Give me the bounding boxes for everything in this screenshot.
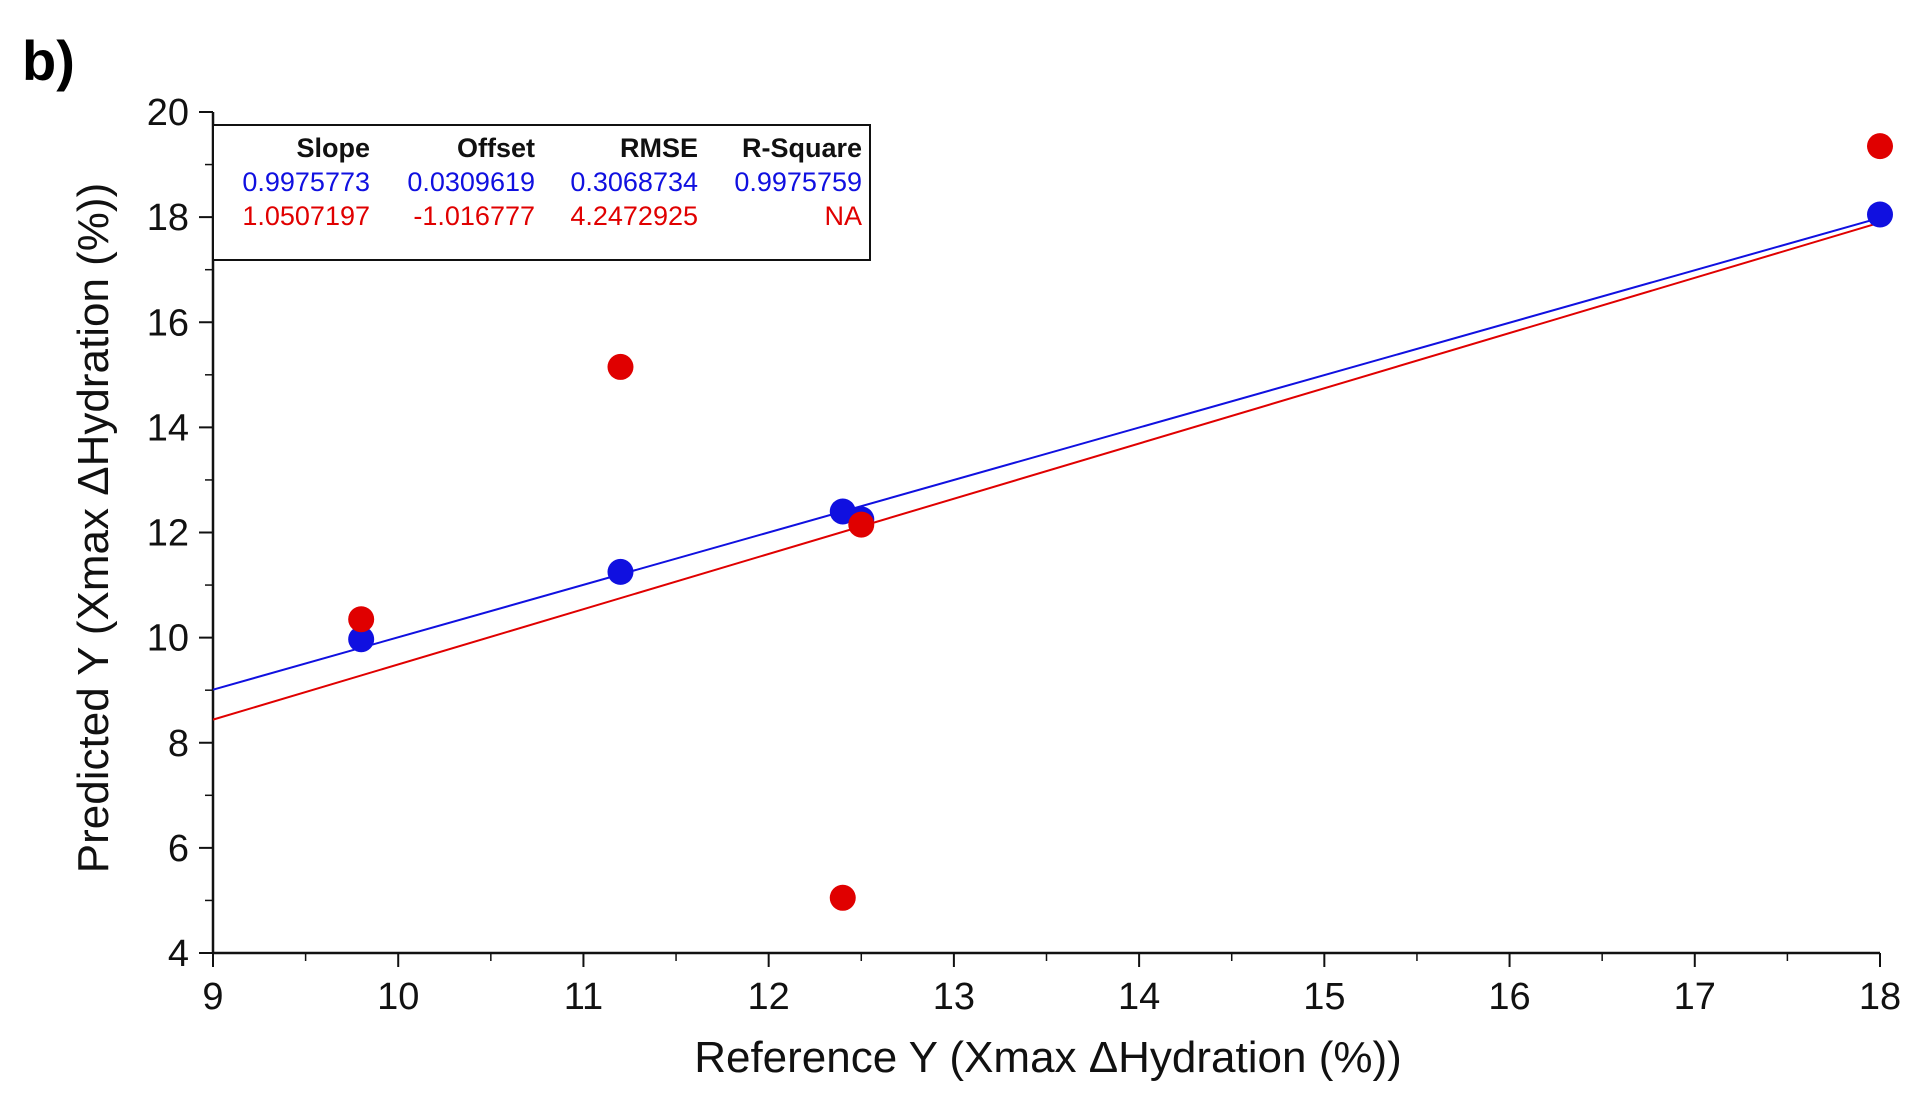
blue-data-point (607, 558, 634, 585)
x-tick-label: 18 (1859, 976, 1901, 1018)
blue-data-point (1867, 201, 1893, 228)
x-tick-label: 14 (1118, 976, 1160, 1018)
legend-blue-slope: 0.9975773 (242, 167, 370, 197)
fit-lines (212, 216, 1881, 721)
x-axis-title: Reference Y (Xmax ΔHydration (%)) (694, 1033, 1402, 1082)
legend-blue-offset: 0.0309619 (407, 167, 535, 197)
legend-red-slope: 1.0507197 (242, 201, 370, 231)
y-tick-label: 4 (168, 933, 189, 975)
red-data-point (607, 353, 634, 380)
y-tick-label: 18 (147, 197, 189, 239)
legend-red-offset: -1.016777 (413, 201, 535, 231)
x-tick-label: 13 (933, 976, 975, 1018)
legend-header-offset: Offset (457, 133, 535, 163)
red-data-point (1867, 133, 1893, 160)
y-axis-title: Predicted Y (Xmax ΔHydration (%)) (69, 183, 118, 873)
legend-box (212, 124, 871, 261)
blue-fit-line (212, 216, 1881, 691)
x-tick-label: 12 (748, 976, 790, 1018)
legend-red-rmse: 4.2472925 (570, 201, 698, 231)
axes: 9 10 11 12 13 14 15 16 17 18 4 6 8 10 12 14 16 18 20 (147, 92, 1901, 1018)
y-tick-label: 20 (147, 92, 189, 134)
data-points (348, 133, 1893, 911)
stats-legend: Slope Offset RMSE R-Square 0.9975773 0.0… (212, 124, 871, 261)
legend-header-rsquare: R-Square (742, 133, 862, 163)
panel-label: b) (22, 29, 75, 92)
legend-blue-rmse: 0.3068734 (570, 167, 698, 197)
x-tick-label: 17 (1674, 976, 1716, 1018)
red-data-point (829, 884, 856, 911)
x-tick-label: 9 (202, 976, 223, 1018)
x-tick-label: 15 (1303, 976, 1345, 1018)
y-tick-label: 16 (147, 302, 189, 344)
legend-red-rsquare: NA (824, 201, 862, 231)
y-tick-label: 6 (168, 828, 189, 870)
red-data-point (348, 606, 375, 633)
legend-header-slope: Slope (296, 133, 370, 163)
y-tick-label: 8 (168, 723, 189, 765)
x-tick-label: 10 (377, 976, 419, 1018)
legend-blue-rsquare: 0.9975759 (734, 167, 862, 197)
blue-data-point (348, 626, 375, 653)
x-tick-label: 11 (564, 976, 603, 1018)
y-tick-label: 10 (147, 618, 189, 660)
x-tick-label: 16 (1488, 976, 1530, 1018)
red-data-point (848, 511, 875, 538)
legend-header-rmse: RMSE (620, 133, 698, 163)
y-tick-label: 14 (147, 407, 189, 449)
y-tick-label: 12 (147, 513, 189, 555)
red-fit-line (212, 221, 1881, 721)
